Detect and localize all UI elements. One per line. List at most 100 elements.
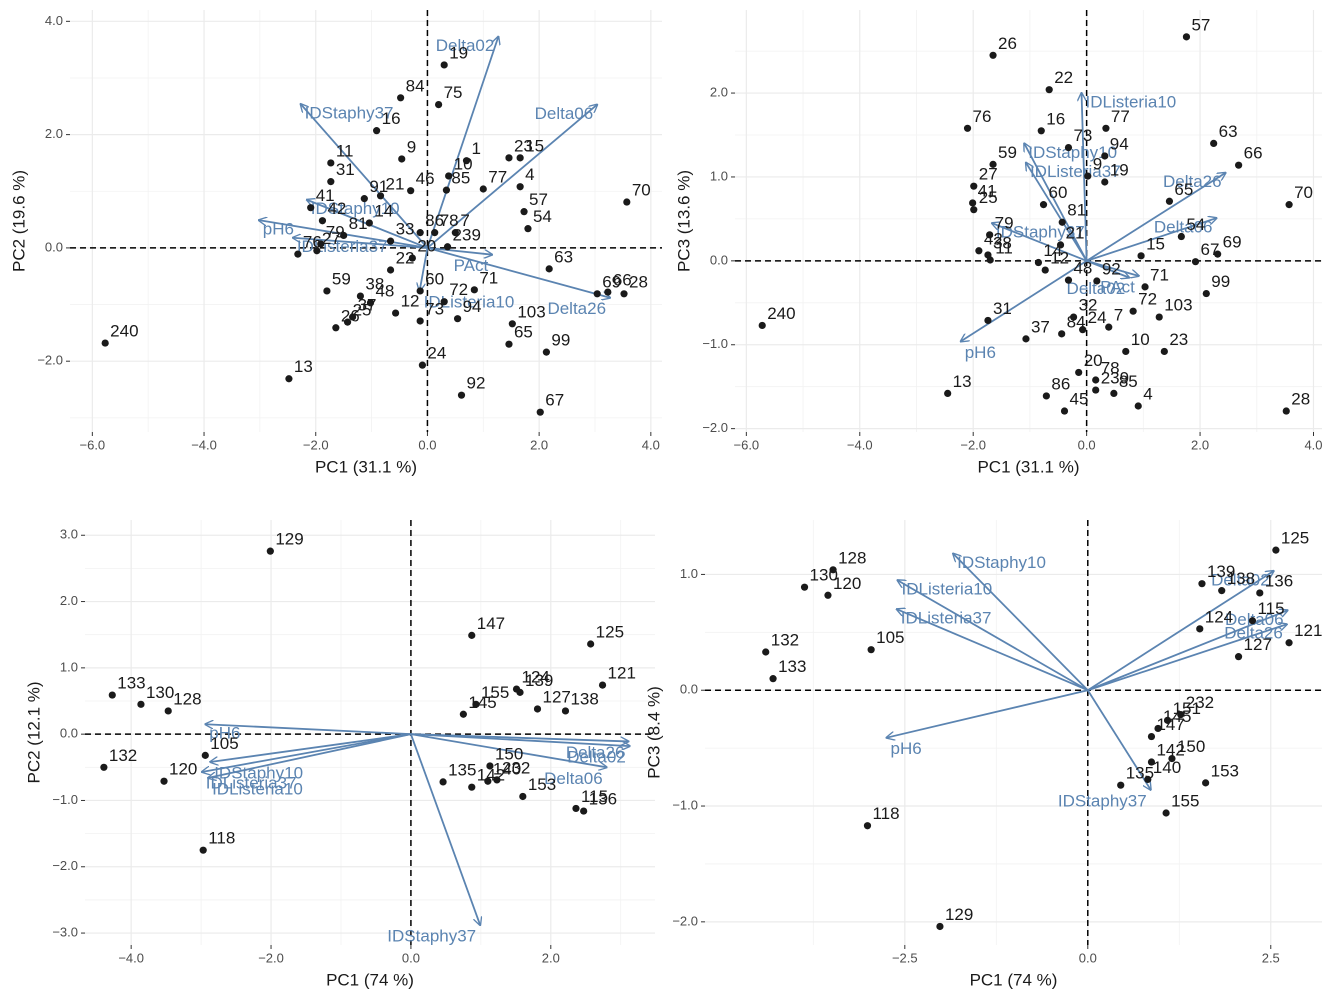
point-label: 121: [608, 664, 636, 683]
observation-point: [360, 195, 368, 203]
x-axis-title: PC1 (31.1 %): [315, 457, 417, 476]
point-label: 65: [514, 323, 533, 342]
loading-arrow: [1024, 143, 1088, 262]
loading-arrow: [205, 724, 411, 736]
observation-point: [1218, 587, 1226, 595]
x-tick-label: −4.0: [847, 437, 873, 452]
point-label: 139: [525, 671, 553, 690]
point-label: 147: [1156, 715, 1184, 734]
observation-point: [1092, 376, 1100, 384]
observation-point: [969, 199, 977, 207]
point-label: 70: [632, 181, 651, 200]
point-label: 23: [1169, 330, 1188, 349]
observation-point: [484, 777, 492, 785]
x-tick-label: −4.0: [118, 950, 144, 965]
point-label: 105: [876, 628, 904, 647]
observation-point: [440, 298, 448, 306]
loading-label: IDStaphy37: [1058, 791, 1147, 810]
point-label: 7: [1114, 306, 1123, 325]
observation-point: [285, 375, 293, 383]
observation-point: [1234, 653, 1243, 661]
point-label: 14: [374, 201, 393, 220]
point-label: 127: [543, 687, 571, 706]
point-label: 94: [1110, 134, 1129, 153]
y-tick-label: −2.0: [52, 858, 78, 873]
point-label: 76: [973, 107, 992, 126]
point-label: 85: [451, 169, 470, 188]
y-tick-label: 1.0: [60, 659, 78, 674]
observation-point: [1058, 218, 1066, 226]
observation-point: [620, 290, 628, 298]
observation-point: [1165, 197, 1174, 205]
point-label: 13: [953, 372, 972, 391]
point-label: 11: [995, 238, 1013, 257]
observation-point: [1134, 402, 1142, 410]
loading-label: IDStaphy37: [996, 223, 1085, 242]
loading-arrow: [887, 689, 1088, 737]
point-label: 66: [1244, 144, 1263, 163]
point-label: 136: [1265, 571, 1293, 590]
observation-point: [1285, 639, 1293, 647]
point-label: 240: [767, 304, 795, 323]
observation-point: [986, 256, 994, 264]
point-label: 12: [401, 292, 420, 311]
observation-point: [1101, 178, 1109, 186]
observation-point: [1282, 407, 1290, 415]
loading-label: Delta26: [547, 299, 606, 318]
point-label: 28: [1291, 390, 1310, 409]
observation-point: [1093, 277, 1101, 285]
observation-point: [318, 217, 327, 225]
x-tick-label: 2.0: [542, 950, 560, 965]
observation-point: [1105, 323, 1113, 331]
x-tick-label: −2.5: [892, 950, 918, 965]
point-label: 86: [425, 211, 444, 230]
loading-arrow: [427, 247, 492, 255]
loading-arrow: [420, 247, 429, 291]
observation-point: [408, 254, 416, 262]
observation-point: [340, 231, 348, 240]
loading-label: IDListeria10: [901, 580, 992, 599]
point-label: 22: [1054, 68, 1073, 87]
point-label: 138: [570, 689, 598, 708]
observation-point: [1137, 252, 1145, 260]
observation-point: [453, 315, 462, 323]
x-tick-label: 2.5: [1262, 950, 1280, 965]
panel: −4.0 −2.0 0.0 2.0 −3.0 −2.0 −1.0 0.0 1.0 2.0 3.0 PC…: [24, 520, 655, 989]
observation-point: [1248, 617, 1257, 625]
y-tick-label: 0.0: [680, 682, 698, 697]
point-label: 42: [327, 199, 346, 218]
y-tick-label: −1.0: [52, 792, 78, 807]
point-label: 73: [425, 299, 444, 318]
observation-point: [356, 292, 365, 300]
point-label: 78: [440, 211, 459, 230]
loading-label: IDStaphy37: [387, 927, 476, 946]
point-label: 103: [517, 302, 545, 321]
point-label: 31: [993, 299, 1012, 318]
y-axis-title: PC2 (12.1 %): [24, 681, 43, 783]
loading-label: Delta26: [1224, 624, 1283, 643]
observation-point: [365, 219, 373, 227]
observation-point: [442, 186, 451, 194]
y-tick-label: −1.0: [672, 797, 698, 812]
loading-label: Delta26: [566, 743, 625, 762]
observation-point: [462, 157, 471, 165]
point-label: 57: [1191, 15, 1210, 34]
observation-point: [397, 94, 405, 102]
y-tick-label: 0.0: [60, 726, 78, 741]
observation-point: [524, 225, 532, 233]
y-tick-label: 1.0: [710, 168, 728, 183]
point-label: 115: [581, 787, 608, 806]
point-label: 120: [169, 760, 197, 779]
observation-point: [416, 287, 424, 295]
point-label: 115: [1257, 599, 1284, 618]
observation-point: [418, 361, 427, 369]
point-label: 25: [353, 301, 372, 320]
observation-point: [160, 777, 168, 785]
observation-point: [1122, 347, 1130, 356]
observation-point: [1256, 589, 1264, 597]
loading-arrow: [1086, 218, 1217, 262]
point-label: 121: [1294, 621, 1322, 640]
point-label: 25: [979, 188, 998, 207]
x-tick-label: 2.0: [1191, 437, 1209, 452]
observation-point: [944, 389, 952, 398]
